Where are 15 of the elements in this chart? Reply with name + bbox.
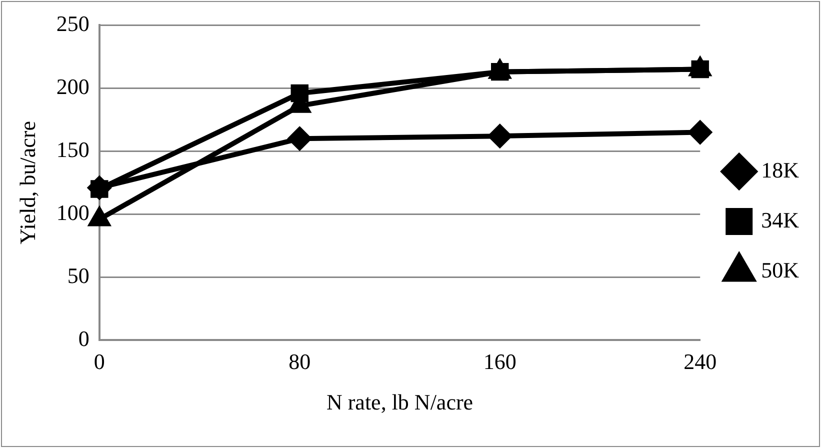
y-axis-title: Yield, bu/acre	[14, 120, 40, 244]
y-tick-label: 200	[56, 74, 90, 99]
legend-label: 18K	[761, 157, 800, 182]
y-tick-label: 0	[78, 326, 90, 351]
y-tick-label: 150	[56, 136, 90, 162]
legend-label: 50K	[761, 257, 800, 282]
y-tick-label: 250	[56, 10, 90, 36]
y-tick-label: 50	[67, 262, 90, 288]
x-tick-label: 80	[288, 349, 311, 374]
x-axis-title: N rate, lb N/acre	[326, 390, 474, 415]
x-tick-label: 0	[94, 349, 105, 374]
legend-label: 34K	[761, 207, 800, 232]
x-tick-label: 240	[684, 349, 717, 374]
y-tick-label: 100	[56, 200, 90, 225]
x-tick-label: 160	[483, 349, 516, 374]
